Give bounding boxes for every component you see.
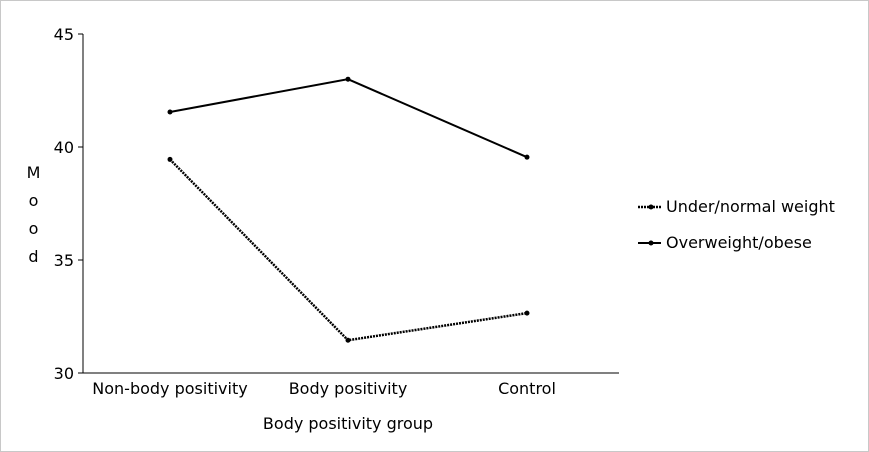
x-tick-label: Non-body positivity bbox=[92, 379, 247, 398]
legend-marker-point bbox=[648, 240, 654, 246]
y-tick-label: 45 bbox=[54, 25, 74, 44]
data-point bbox=[524, 154, 530, 160]
series-line-1 bbox=[169, 78, 528, 159]
series-line-0 bbox=[169, 158, 528, 342]
y-tick-label: 35 bbox=[54, 251, 74, 270]
data-point bbox=[345, 337, 351, 343]
x-tick-label: Control bbox=[498, 379, 556, 398]
y-axis-label: Mood bbox=[24, 163, 43, 275]
data-point bbox=[167, 156, 173, 162]
legend: Under/normal weight Overweight/obese bbox=[638, 197, 835, 252]
x-tick-label: Body positivity bbox=[289, 379, 408, 398]
legend-label: Under/normal weight bbox=[666, 197, 835, 216]
legend-label: Overweight/obese bbox=[666, 233, 812, 252]
data-point bbox=[524, 310, 530, 316]
y-tick-label: 30 bbox=[54, 364, 74, 383]
data-point bbox=[345, 76, 351, 82]
x-axis-label: Body positivity group bbox=[263, 414, 433, 433]
data-point bbox=[167, 109, 173, 115]
y-tick-label: 40 bbox=[54, 138, 74, 157]
legend-marker-point bbox=[648, 204, 654, 210]
